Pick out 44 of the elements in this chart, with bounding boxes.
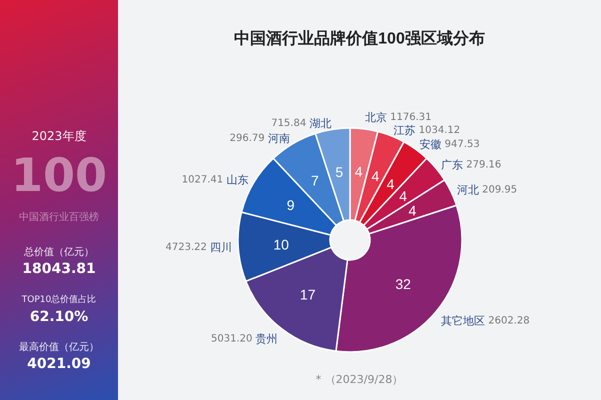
text: 100 xyxy=(10,148,108,202)
data-label: 4 xyxy=(399,188,408,204)
slice-label: 河南 xyxy=(268,132,290,145)
text: 最高价值（亿元） xyxy=(18,342,100,353)
text: 4723.22 xyxy=(166,242,207,253)
text: 1034.12 xyxy=(418,124,460,136)
slice-label: 广东 xyxy=(440,158,463,172)
data-label: 17 xyxy=(300,286,316,303)
slice-label: 河北 xyxy=(456,183,479,196)
data-label: 5 xyxy=(335,164,344,180)
text: 947.53 xyxy=(444,139,480,150)
data-label: 4 xyxy=(386,176,395,192)
text: 279.16 xyxy=(466,159,502,170)
slice-label: 湖北 xyxy=(310,116,332,130)
slice-label: 江苏 xyxy=(393,124,416,137)
slice-label: 北京 xyxy=(364,110,387,124)
text: 1027.41 xyxy=(182,174,224,186)
text: 4021.09 xyxy=(26,356,92,372)
text: 18043.81 xyxy=(21,261,97,278)
data-label: 9 xyxy=(286,196,295,213)
data-label: 7 xyxy=(310,172,319,189)
text: 296.79 xyxy=(230,132,265,144)
text: 2602.28 xyxy=(488,316,530,327)
data-label: 32 xyxy=(395,276,412,292)
text: 1176.31 xyxy=(390,112,432,123)
slice-label: 山东 xyxy=(226,173,248,186)
slice-label: 四川 xyxy=(210,240,232,254)
slice-label: 其它地区 xyxy=(440,314,485,328)
text: 中国酒行业百强榜 xyxy=(18,212,100,223)
data-label: 4 xyxy=(372,168,380,184)
data-label: 4 xyxy=(408,202,417,219)
text: 5031.20 xyxy=(210,334,252,345)
data-label: 4 xyxy=(354,164,363,180)
text: 715.84 xyxy=(271,118,306,129)
text: 总价值（亿元） xyxy=(23,247,95,258)
slice-label: 安徽 xyxy=(419,138,442,152)
text: TOP10总价值占比 xyxy=(20,295,98,306)
text: 2023年度 xyxy=(30,129,88,144)
slice-label: 贵州 xyxy=(256,332,278,346)
text: 62.10% xyxy=(28,309,90,326)
text: 209.95 xyxy=(482,184,518,196)
chart-title: 中国酒行业品牌价值100强区域分布 xyxy=(234,30,485,48)
text: * （2023/9/28） xyxy=(314,372,404,387)
data-label: 10 xyxy=(273,236,290,252)
